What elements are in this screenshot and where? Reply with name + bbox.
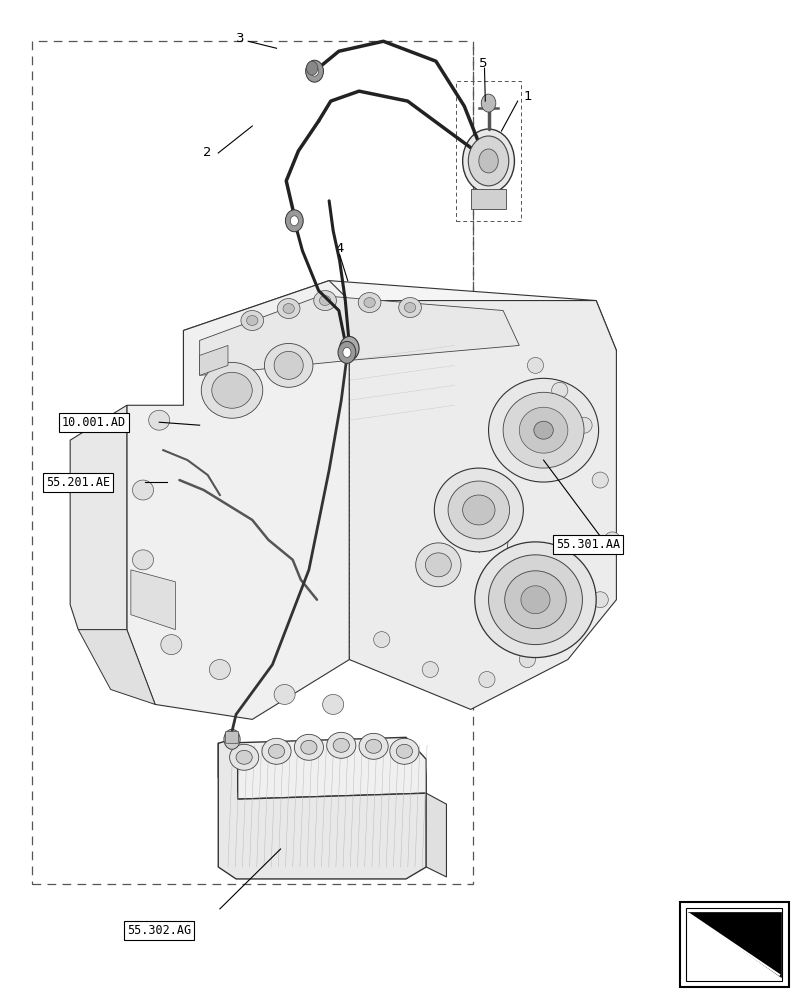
Circle shape [305, 60, 323, 82]
Ellipse shape [415, 543, 461, 587]
Ellipse shape [488, 555, 581, 645]
Ellipse shape [161, 635, 182, 655]
Text: 3: 3 [235, 32, 244, 45]
Ellipse shape [209, 660, 230, 680]
Polygon shape [218, 737, 426, 879]
Ellipse shape [559, 627, 575, 643]
Bar [32, 41, 473, 884]
Ellipse shape [283, 304, 294, 314]
Bar [679, 902, 787, 987]
Circle shape [342, 347, 350, 357]
Ellipse shape [201, 362, 263, 418]
Polygon shape [131, 570, 175, 630]
Ellipse shape [434, 468, 523, 552]
Circle shape [290, 216, 298, 226]
Ellipse shape [422, 662, 438, 678]
Polygon shape [200, 296, 519, 375]
Ellipse shape [236, 750, 252, 764]
Ellipse shape [533, 421, 552, 439]
Text: 1: 1 [522, 90, 531, 103]
Ellipse shape [404, 303, 415, 313]
Ellipse shape [425, 553, 451, 577]
Ellipse shape [319, 296, 330, 306]
Ellipse shape [591, 592, 607, 608]
Ellipse shape [474, 542, 595, 658]
Polygon shape [70, 405, 127, 630]
Ellipse shape [230, 744, 259, 770]
Text: 55.301.AA: 55.301.AA [555, 538, 619, 551]
Ellipse shape [389, 738, 418, 764]
Ellipse shape [148, 410, 169, 430]
Ellipse shape [504, 571, 565, 629]
Ellipse shape [396, 744, 412, 758]
Circle shape [339, 336, 358, 360]
Circle shape [306, 61, 317, 75]
Ellipse shape [521, 586, 549, 614]
Ellipse shape [358, 733, 388, 759]
Circle shape [285, 210, 303, 232]
Ellipse shape [488, 378, 598, 482]
Text: 4: 4 [335, 242, 343, 255]
Ellipse shape [519, 652, 534, 668]
Polygon shape [78, 630, 155, 704]
Ellipse shape [373, 632, 389, 648]
Text: 55.201.AE: 55.201.AE [46, 476, 109, 489]
Ellipse shape [365, 739, 381, 753]
Ellipse shape [358, 293, 380, 313]
Circle shape [478, 149, 498, 173]
Circle shape [224, 729, 240, 749]
Circle shape [468, 136, 508, 186]
Ellipse shape [326, 732, 355, 758]
Polygon shape [426, 793, 446, 877]
Ellipse shape [503, 392, 583, 468]
Ellipse shape [274, 684, 294, 704]
Bar [470, 189, 506, 209]
Bar [456, 81, 521, 221]
Ellipse shape [132, 550, 153, 570]
Ellipse shape [277, 299, 299, 319]
Text: 10.001.AD: 10.001.AD [62, 416, 126, 429]
Ellipse shape [519, 407, 567, 453]
Polygon shape [687, 912, 779, 977]
Ellipse shape [603, 532, 620, 548]
Ellipse shape [313, 291, 336, 311]
Ellipse shape [247, 316, 258, 325]
Ellipse shape [333, 738, 349, 752]
Polygon shape [183, 281, 616, 430]
Ellipse shape [478, 672, 495, 687]
Ellipse shape [322, 694, 343, 714]
Circle shape [337, 341, 355, 363]
Ellipse shape [448, 481, 509, 539]
Ellipse shape [462, 495, 495, 525]
Ellipse shape [132, 480, 153, 500]
Circle shape [462, 129, 514, 193]
Text: 5: 5 [478, 57, 487, 70]
Ellipse shape [268, 744, 285, 758]
Ellipse shape [274, 351, 303, 379]
Bar [685, 908, 781, 981]
Ellipse shape [294, 734, 323, 760]
Ellipse shape [264, 343, 312, 387]
Polygon shape [127, 281, 349, 719]
Circle shape [481, 94, 496, 112]
Text: 2: 2 [204, 146, 212, 159]
Circle shape [310, 66, 318, 76]
Ellipse shape [526, 357, 543, 373]
Ellipse shape [241, 311, 264, 330]
Polygon shape [349, 301, 616, 709]
Ellipse shape [551, 382, 567, 398]
Ellipse shape [300, 740, 316, 754]
Text: 55.302.AG: 55.302.AG [127, 924, 191, 937]
Ellipse shape [575, 417, 591, 433]
Ellipse shape [212, 372, 252, 408]
Ellipse shape [591, 472, 607, 488]
FancyBboxPatch shape [225, 731, 238, 743]
Ellipse shape [363, 298, 375, 308]
Polygon shape [200, 345, 228, 375]
Ellipse shape [398, 298, 421, 318]
Ellipse shape [262, 738, 290, 764]
Polygon shape [218, 737, 426, 799]
